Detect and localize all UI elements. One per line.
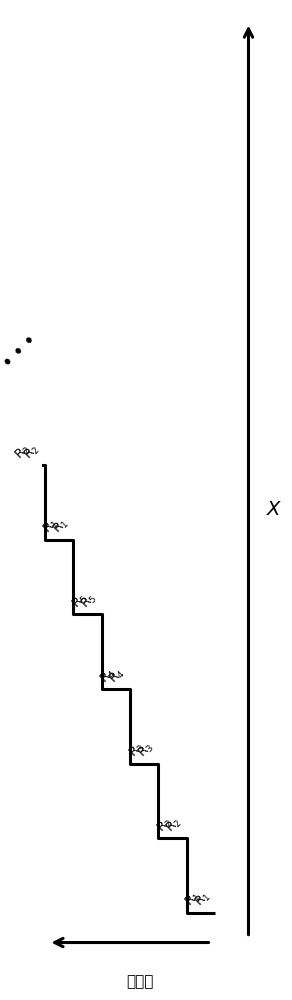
Text: R$_2$: R$_2$ xyxy=(22,441,43,463)
Text: X: X xyxy=(267,500,280,519)
Text: R$_4$: R$_4$ xyxy=(98,665,119,687)
Text: R$_2$: R$_2$ xyxy=(164,814,185,836)
Text: R$_5$: R$_5$ xyxy=(78,590,100,612)
Text: R$_5$: R$_5$ xyxy=(69,590,91,612)
Text: R$_1$: R$_1$ xyxy=(192,889,213,910)
Text: R$_1$: R$_1$ xyxy=(183,889,204,910)
Text: R$_3$: R$_3$ xyxy=(126,739,147,761)
Text: R$_1$: R$_1$ xyxy=(41,516,62,537)
Text: R$_2$: R$_2$ xyxy=(154,814,176,836)
Text: 脸大小: 脸大小 xyxy=(126,974,154,989)
Text: R$_4$: R$_4$ xyxy=(107,665,128,687)
Text: • • •: • • • xyxy=(0,332,39,371)
Text: R$_3$: R$_3$ xyxy=(135,739,157,761)
Text: R$_1$: R$_1$ xyxy=(50,516,72,537)
Text: R$_2$: R$_2$ xyxy=(12,441,34,463)
